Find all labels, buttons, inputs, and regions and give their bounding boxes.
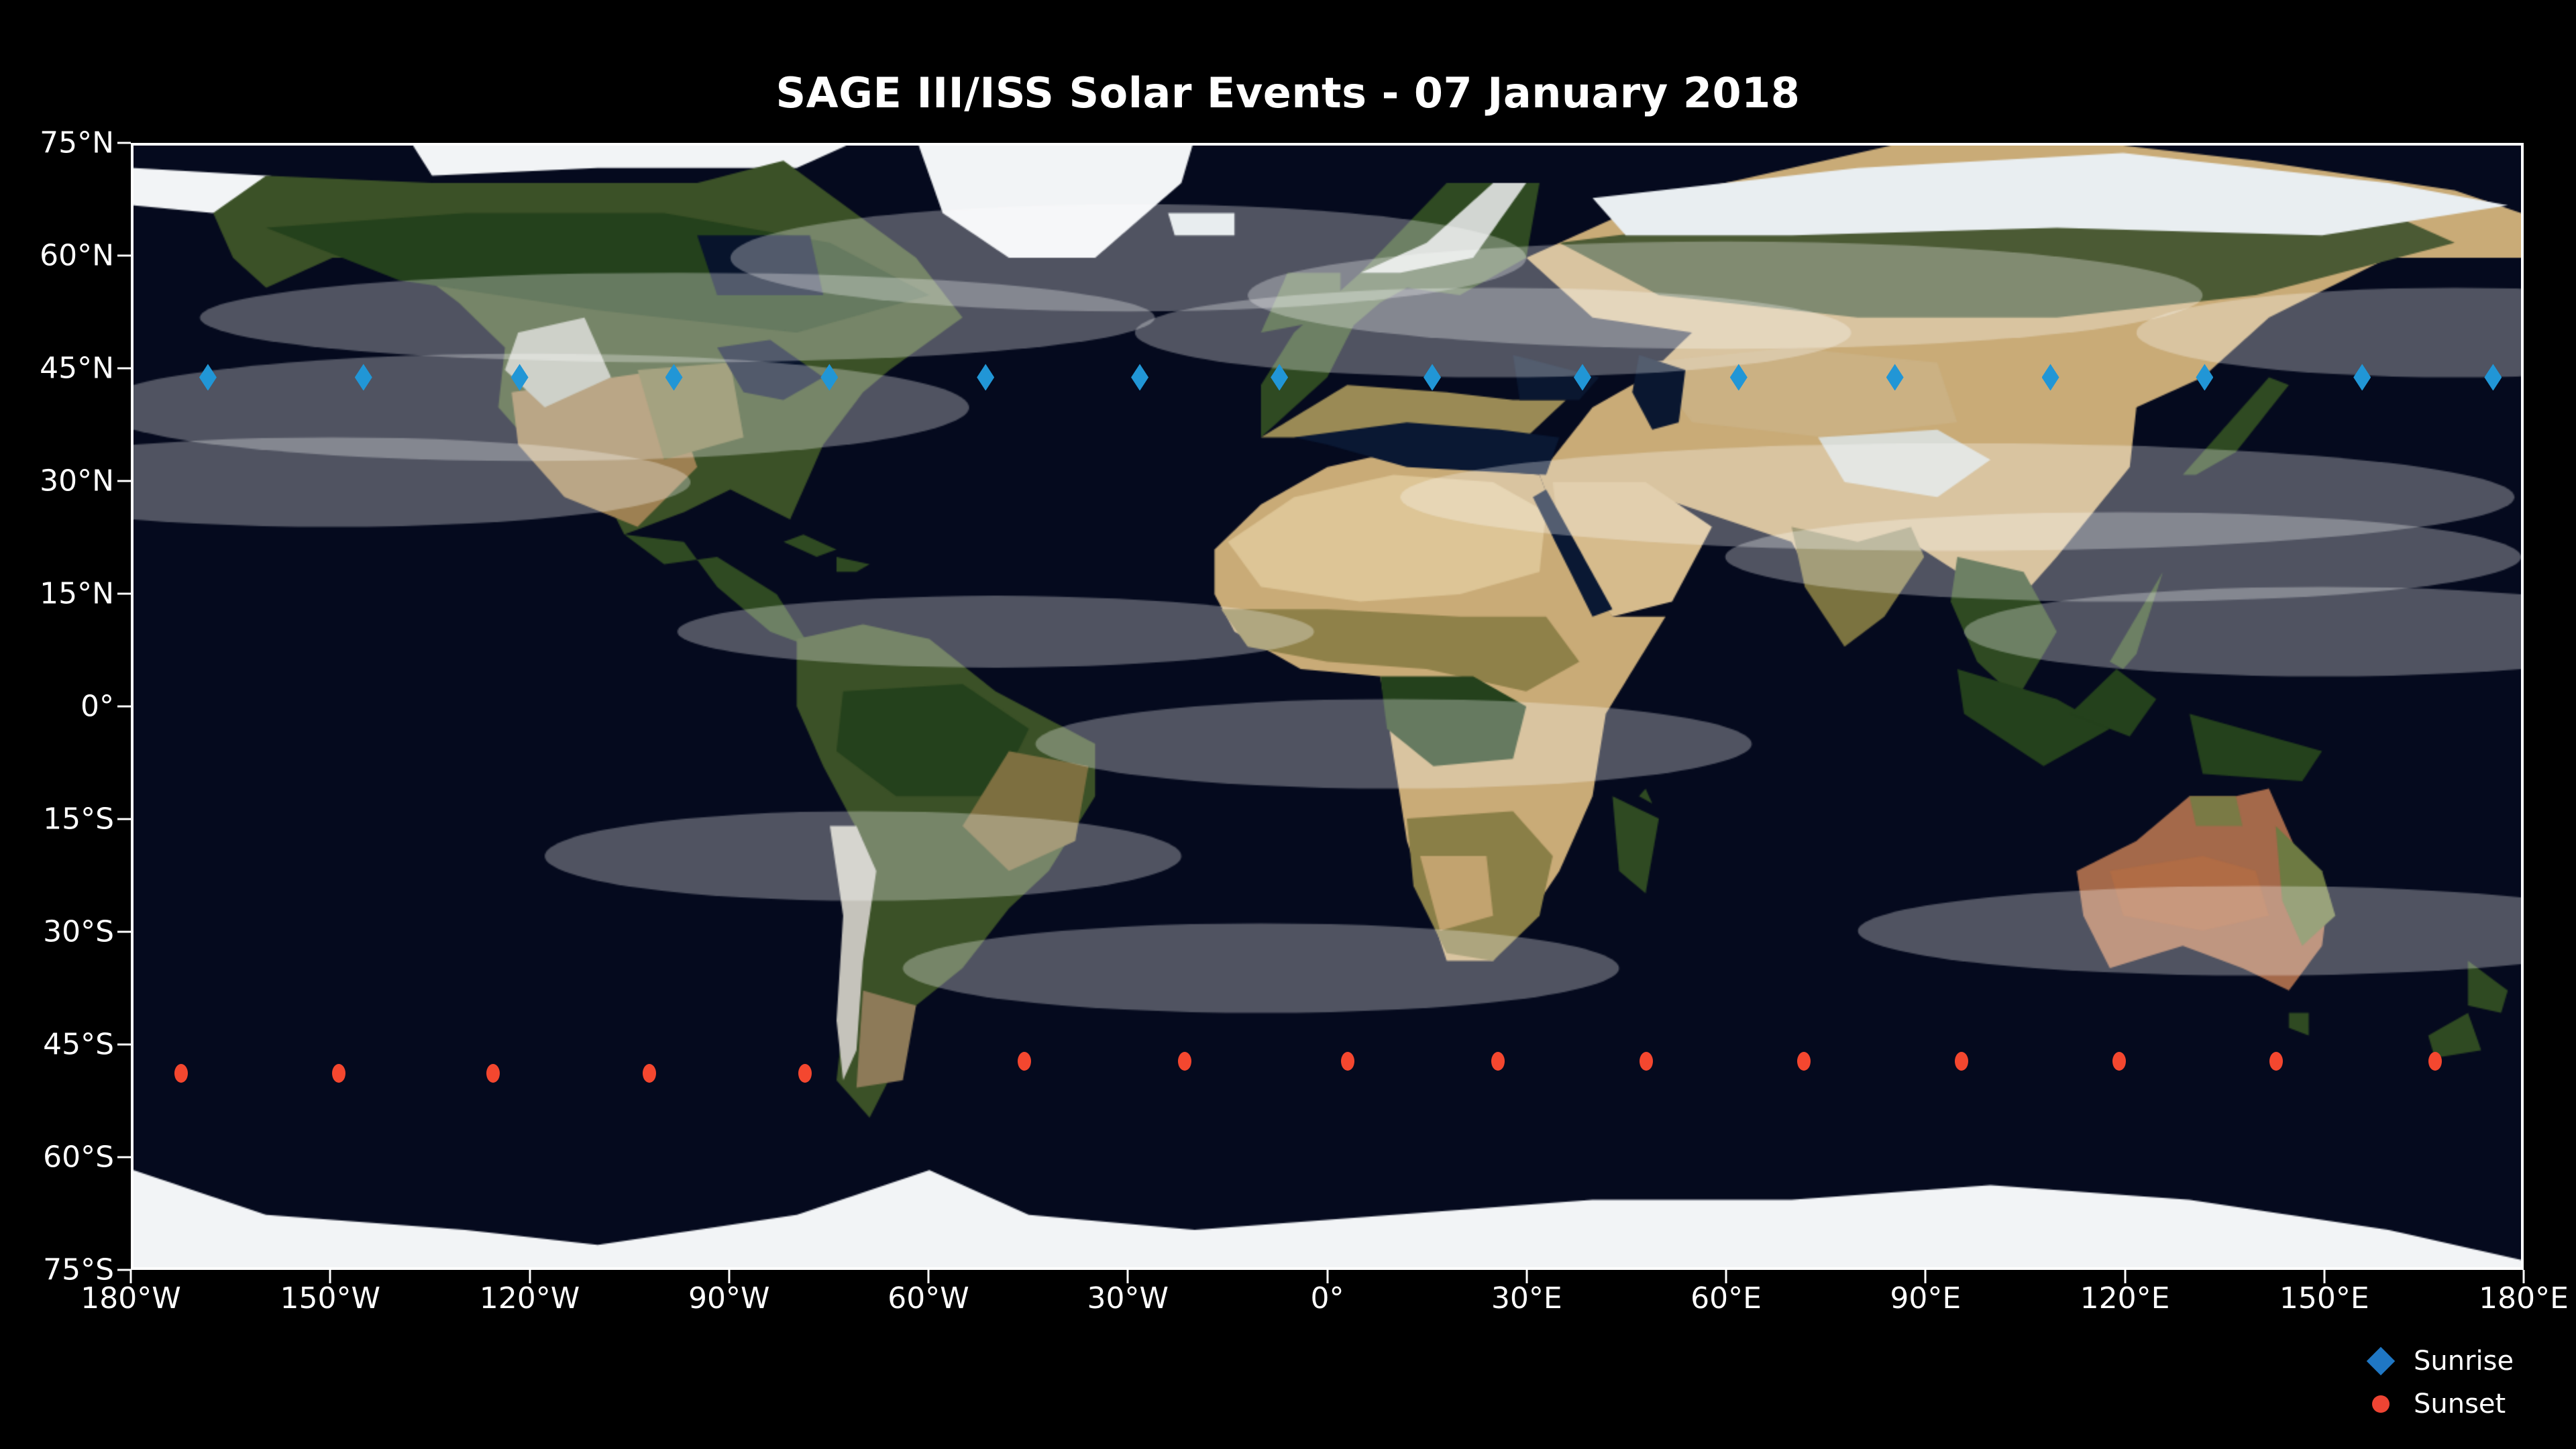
legend-item-sunrise[interactable]: Sunrise [2348,1342,2514,1380]
sunset-event-marker[interactable] [798,1063,812,1083]
xtick-mark [529,1270,531,1283]
sunset-circle-icon [2348,1385,2414,1423]
ytick-mark [117,592,131,595]
xtick-label: 150°W [280,1281,381,1316]
ytick-mark [117,367,131,370]
xtick-mark [1326,1270,1328,1283]
page-title: SAGE III/ISS Solar Events - 07 January 2… [775,68,1801,117]
xtick-label: 180°W [80,1281,181,1316]
xtick-mark [1525,1270,1528,1283]
map-plot-area[interactable] [131,143,2524,1270]
sunset-event-marker[interactable] [1017,1051,1031,1071]
ytick-label: 30°N [40,464,114,498]
ytick-label: 60°S [43,1140,114,1175]
sunset-event-marker[interactable] [486,1063,500,1083]
world-basemap-image [133,146,2521,1267]
ytick-label: 45°S [43,1027,114,1062]
sunset-event-marker[interactable] [642,1063,656,1083]
ytick-label: 75°S [43,1252,114,1287]
xtick-label: 120°E [2080,1281,2170,1316]
ytick-label: 75°N [40,125,114,160]
xtick-mark [927,1270,930,1283]
xtick-label: 90°W [688,1281,770,1316]
xtick-label: 90°E [1890,1281,1962,1316]
sunset-event-marker[interactable] [1954,1051,1968,1071]
sunset-event-marker[interactable] [1640,1051,1654,1071]
ytick-mark [117,480,131,482]
ytick-mark [117,818,131,820]
xtick-label: 30°E [1491,1281,1562,1316]
sunset-event-marker[interactable] [2269,1051,2284,1071]
xtick-mark [129,1270,132,1283]
xtick-label: 180°E [2479,1281,2569,1316]
sunset-event-marker[interactable] [2112,1051,2126,1071]
sunset-event-marker[interactable] [1178,1051,1192,1071]
xtick-label: 0° [1310,1281,1344,1316]
xtick-mark [728,1270,731,1283]
xtick-mark [2323,1270,2326,1283]
ytick-label: 15°S [43,802,114,837]
sunset-event-marker[interactable] [1341,1051,1355,1071]
xtick-label: 120°W [479,1281,580,1316]
legend-label-sunrise: Sunrise [2414,1346,2514,1377]
sunrise-diamond-icon [2348,1342,2414,1380]
sunset-event-marker[interactable] [332,1063,346,1083]
ytick-mark [117,1043,131,1046]
xtick-mark [2124,1270,2126,1283]
ytick-mark [117,142,131,144]
xtick-label: 60°E [1690,1281,1762,1316]
ytick-mark [117,1156,131,1159]
xtick-mark [2522,1270,2525,1283]
ytick-label: 45°N [40,351,114,386]
sunset-event-marker[interactable] [1796,1051,1811,1071]
sunset-event-marker[interactable] [2428,1051,2443,1071]
legend-label-sunset: Sunset [2414,1389,2506,1419]
ytick-mark [117,254,131,257]
xtick-label: 30°W [1087,1281,1169,1316]
xtick-label: 150°E [2279,1281,2369,1316]
ytick-label: 30°S [43,914,114,949]
sunset-event-marker[interactable] [1491,1051,1505,1071]
legend: Sunrise Sunset [2348,1338,2576,1432]
ytick-mark [117,1269,131,1271]
ytick-label: 15°N [40,576,114,611]
xtick-mark [1126,1270,1129,1283]
ytick-label: 60°N [40,238,114,273]
xtick-mark [329,1270,331,1283]
xtick-label: 60°W [888,1281,969,1316]
xtick-mark [1924,1270,1927,1283]
sunset-event-marker[interactable] [174,1063,189,1083]
legend-item-sunset[interactable]: Sunset [2348,1385,2506,1423]
ytick-mark [117,930,131,933]
xtick-mark [1725,1270,1727,1283]
ytick-mark [117,705,131,708]
ytick-label: 0° [80,689,114,724]
